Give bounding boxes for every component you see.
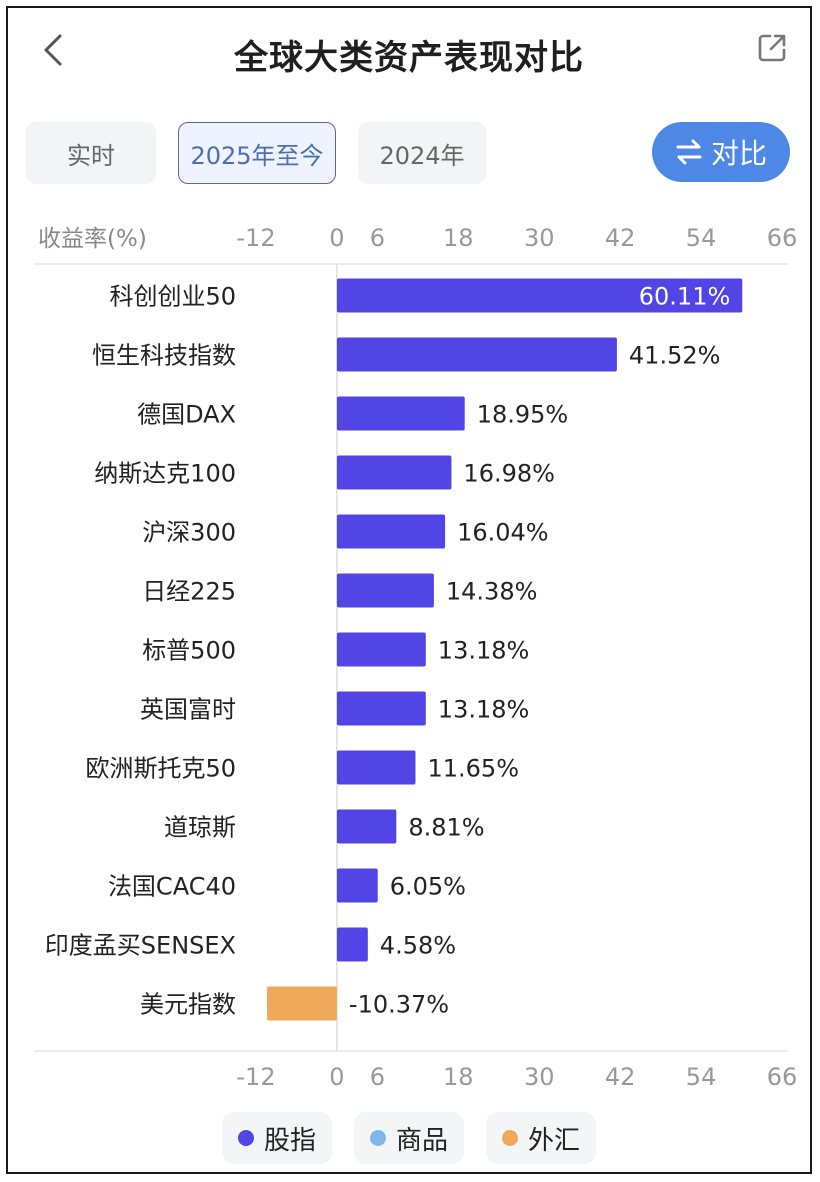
- category-label: 欧洲斯托克50: [85, 755, 236, 783]
- tab-2025-ytd[interactable]: 2025年至今: [178, 122, 336, 184]
- tick-label-bottom: -12: [236, 1063, 275, 1088]
- legend-label: 外汇: [528, 1125, 581, 1156]
- value-label: 60.11%: [639, 283, 731, 311]
- bar[interactable]: [336, 337, 617, 372]
- bar[interactable]: [336, 868, 378, 903]
- tick-label-top: 54: [686, 224, 717, 252]
- bar[interactable]: [336, 632, 426, 667]
- legend-dot-icon: [369, 1130, 386, 1146]
- legend-item-forex[interactable]: 外汇: [486, 1112, 597, 1164]
- legend-item-stock-index[interactable]: 股指: [221, 1112, 332, 1164]
- swap-arrows-icon: [676, 139, 702, 165]
- category-label: 纳斯达克100: [94, 460, 236, 488]
- value-label: 14.38%: [446, 578, 538, 606]
- tick-label-bottom: 18: [443, 1063, 474, 1088]
- compare-button-label: 对比: [710, 137, 767, 170]
- category-label: 日经225: [142, 578, 236, 606]
- category-label: 德国DAX: [137, 401, 236, 429]
- value-label: 11.65%: [427, 755, 519, 783]
- legend-dot-icon: [237, 1130, 254, 1146]
- legend-dot-icon: [502, 1130, 518, 1146]
- back-arrow-icon[interactable]: [38, 30, 66, 70]
- category-label: 美元指数: [140, 991, 236, 1019]
- bar[interactable]: [336, 396, 465, 431]
- tick-label-bottom: 54: [686, 1063, 717, 1088]
- tab-2024[interactable]: 2024年: [358, 122, 486, 184]
- tick-label-bottom: 6: [370, 1063, 385, 1088]
- bar[interactable]: [336, 455, 452, 490]
- value-label: 4.58%: [380, 932, 456, 960]
- bar[interactable]: [336, 809, 397, 844]
- bar-chart: 收益率(%) -12 0 6 18 30 42 54 66 -12 0 6 18 30 42 54 66 科…: [8, 208, 814, 1091]
- header: 全球大类资产表现对比: [8, 8, 810, 98]
- bar[interactable]: [336, 927, 368, 962]
- category-label: 印度孟买SENSEX: [45, 932, 236, 960]
- category-label: 标普500: [142, 637, 236, 665]
- app-frame: 全球大类资产表现对比 实时 2025年至今 2024年 对比 收益率(%) -1…: [6, 6, 812, 1174]
- tick-label-top: 0: [329, 224, 344, 252]
- bar[interactable]: [336, 691, 426, 726]
- bar[interactable]: [336, 573, 434, 608]
- legend-item-commodity[interactable]: 商品: [353, 1112, 464, 1164]
- legend-label: 商品: [395, 1125, 448, 1156]
- value-label: -10.37%: [349, 991, 449, 1019]
- category-label: 恒生科技指数: [92, 342, 236, 370]
- legend: 股指 商品 外汇: [8, 1112, 810, 1172]
- bar[interactable]: [336, 514, 446, 549]
- tick-label-top: 42: [605, 224, 636, 252]
- compare-button[interactable]: 对比: [652, 122, 790, 182]
- category-label: 道琼斯: [164, 814, 236, 842]
- tab-realtime[interactable]: 实时: [26, 122, 156, 184]
- tick-label-top: 6: [370, 224, 385, 252]
- value-label: 18.95%: [477, 401, 569, 429]
- value-label: 13.18%: [438, 637, 530, 665]
- category-label: 科创创业50: [109, 283, 236, 311]
- tick-label-top: -12: [236, 224, 275, 252]
- tick-label-bottom: 0: [329, 1063, 344, 1088]
- value-label: 16.98%: [463, 460, 555, 488]
- tick-label-bottom: 66: [767, 1063, 798, 1088]
- tick-label-bottom: 42: [605, 1063, 636, 1088]
- category-label: 沪深300: [142, 519, 236, 547]
- value-label: 8.81%: [408, 814, 484, 842]
- page-title: 全球大类资产表现对比: [234, 38, 584, 78]
- tick-label-top: 66: [767, 224, 798, 252]
- value-label: 6.05%: [390, 873, 466, 901]
- bar[interactable]: [336, 750, 416, 785]
- tick-label-top: 18: [443, 224, 474, 252]
- bar[interactable]: [266, 986, 337, 1021]
- legend-label: 股指: [263, 1125, 316, 1156]
- value-label: 16.04%: [457, 519, 549, 547]
- share-icon[interactable]: [754, 30, 790, 66]
- axis-title: 收益率(%): [38, 226, 147, 252]
- tick-label-bottom: 30: [524, 1063, 555, 1088]
- bar-chart-svg: 收益率(%) -12 0 6 18 30 42 54 66 -12 0 6 18 30 42 54 66 科…: [34, 224, 798, 1091]
- tick-label-top: 30: [524, 224, 555, 252]
- category-label: 法国CAC40: [108, 873, 236, 901]
- value-label: 41.52%: [629, 342, 721, 370]
- value-label: 13.18%: [438, 696, 530, 724]
- period-tabs: 实时 2025年至今 2024年 对比: [8, 122, 810, 186]
- category-label: 英国富时: [140, 696, 236, 724]
- bar[interactable]: [336, 278, 743, 313]
